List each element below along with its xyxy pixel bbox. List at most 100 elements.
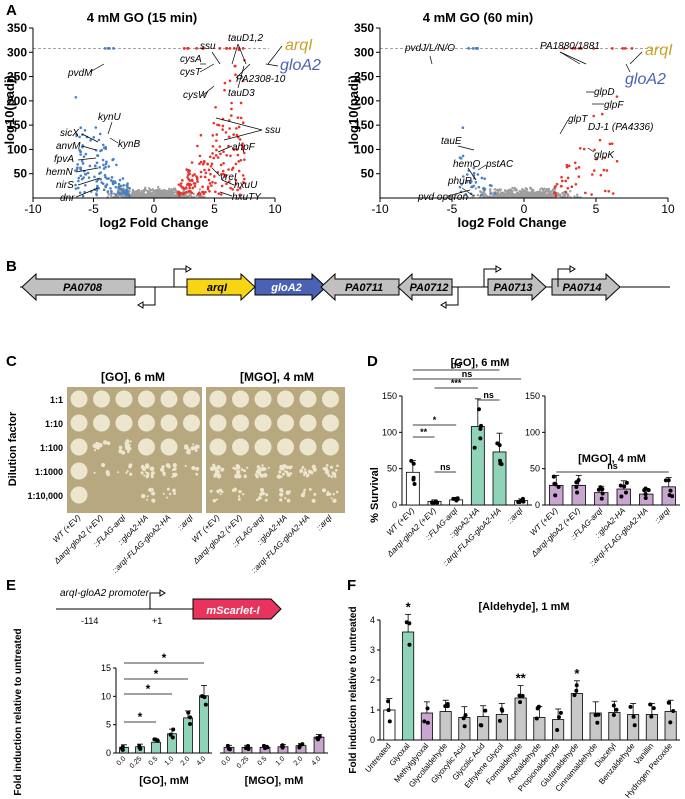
- point-down: [74, 96, 78, 99]
- leader-line: [223, 129, 263, 141]
- point-down: [89, 138, 92, 142]
- x-axis-label: log2 Fold Change: [457, 215, 566, 230]
- point-ns: [564, 193, 567, 197]
- colony: [215, 468, 219, 472]
- point-down: [98, 166, 101, 169]
- point-down: [87, 176, 91, 179]
- data-point: [618, 483, 623, 488]
- point-up: [603, 189, 607, 193]
- point-down: [109, 179, 113, 182]
- point-up: [227, 168, 230, 171]
- point-up: [219, 152, 222, 156]
- plate-title-mgo: [MGO], 4 mM: [240, 370, 314, 384]
- point-ns: [511, 193, 514, 197]
- colony: [312, 464, 315, 467]
- point-ns: [573, 195, 576, 198]
- colony: [161, 465, 165, 469]
- y-tick-label: 50: [387, 464, 397, 474]
- significance-label: ns: [440, 462, 451, 472]
- colony: [166, 487, 170, 491]
- gene-arrow: [186, 272, 256, 302]
- point-down: [95, 192, 98, 196]
- pos-start: -114: [81, 616, 98, 626]
- colony: [195, 444, 200, 449]
- point-ns: [167, 192, 170, 195]
- colony: [143, 474, 146, 477]
- point-up: [193, 185, 197, 188]
- y-tick-label: 50: [14, 167, 28, 181]
- data-point: [498, 458, 503, 463]
- colony: [332, 492, 335, 496]
- colony: [145, 464, 150, 469]
- leader-line: [219, 191, 233, 197]
- bar: [571, 484, 586, 506]
- point-ns: [542, 187, 545, 191]
- point-ns: [513, 186, 517, 190]
- point-up: [217, 192, 221, 195]
- point-up: [190, 161, 194, 164]
- point-up: [201, 185, 204, 189]
- reporter-gene: [192, 598, 282, 620]
- colony: [255, 498, 259, 502]
- point-ns: [172, 191, 176, 195]
- gene-label-arqI: arqI: [285, 37, 313, 54]
- gene-label: hxuTY: [232, 192, 262, 203]
- point-up: [204, 190, 207, 194]
- point-up: [210, 184, 213, 187]
- point-down: [94, 148, 98, 152]
- point-down: [76, 186, 80, 190]
- spot: [115, 390, 133, 408]
- point-up: [591, 173, 594, 176]
- colony: [303, 488, 306, 492]
- point-ns: [198, 188, 202, 191]
- category-label: 0.5: [148, 755, 160, 767]
- colony: [282, 464, 287, 469]
- spot: [209, 390, 227, 408]
- leader-line: [215, 117, 263, 131]
- colony: [336, 464, 339, 468]
- point-up: [610, 47, 614, 50]
- bar: [383, 709, 396, 741]
- data-point: [596, 487, 601, 492]
- point-up: [225, 47, 228, 50]
- point-up: [238, 193, 242, 197]
- point-ns: [544, 195, 547, 198]
- colony: [185, 446, 190, 450]
- y-tick-label: 100: [525, 427, 540, 437]
- colony: [221, 467, 225, 471]
- spot: [322, 414, 339, 432]
- colony: [105, 470, 110, 475]
- leader-line: [429, 55, 433, 65]
- leader-line: [211, 51, 221, 65]
- point-ns: [511, 186, 514, 190]
- point-up: [188, 172, 191, 176]
- data-point: [407, 642, 412, 647]
- gene-label: hemN: [46, 167, 73, 178]
- point-up: [565, 165, 569, 169]
- y-tick-label: 100: [354, 142, 374, 156]
- point-up: [230, 107, 233, 111]
- data-point: [651, 706, 656, 711]
- colony: [328, 492, 332, 496]
- x-axis-label: log2 Fold Change: [99, 215, 208, 230]
- point-ns: [561, 192, 565, 195]
- point-up: [574, 167, 578, 170]
- point-up: [560, 184, 563, 188]
- colony: [212, 498, 217, 503]
- colony: [101, 462, 106, 468]
- point-up: [561, 179, 564, 183]
- y-tick-label: 5: [106, 720, 111, 730]
- point-down: [462, 175, 465, 178]
- spot: [254, 414, 272, 432]
- colony: [124, 444, 129, 449]
- point-up: [567, 164, 571, 168]
- point-up: [608, 142, 612, 146]
- point-up: [240, 143, 244, 147]
- colony: [215, 498, 218, 501]
- point-up: [229, 186, 232, 190]
- data-point: [411, 461, 416, 466]
- colony: [261, 464, 264, 467]
- promoter-arrowhead: [137, 301, 144, 309]
- colony: [286, 498, 291, 503]
